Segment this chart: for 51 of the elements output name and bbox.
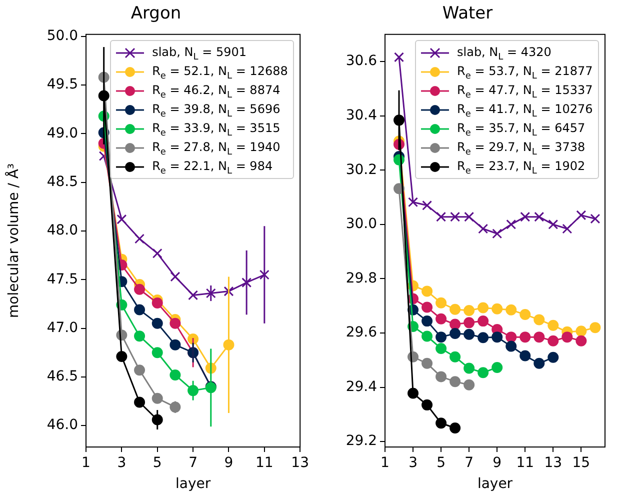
- x-tick-label: 15: [572, 455, 590, 472]
- legend-label: slab, N$_{L}$ = 4320: [457, 44, 552, 63]
- x-tick-label: 5: [436, 455, 446, 472]
- legend-label: R$_{e}$ = 23.7, N$_{L}$ = 1902: [457, 158, 586, 177]
- legend-label: slab, N$_{L}$ = 5901: [152, 44, 246, 63]
- legend-label: R$_{e}$ = 33.9, N$_{L}$ = 3515: [152, 120, 280, 139]
- x-tick-label: 7: [464, 455, 474, 472]
- y-tick-label: 29.2: [346, 433, 377, 450]
- x-tick-label: 9: [224, 455, 234, 472]
- y-tick-label: 30.0: [346, 216, 377, 232]
- y-tick-label: 47.0: [46, 320, 78, 336]
- x-tick-label: 13: [544, 455, 562, 472]
- x-tick-label: 11: [516, 455, 534, 472]
- x-tick-label: 3: [408, 455, 418, 472]
- x-tick-label: 1: [82, 455, 90, 472]
- y-tick-label: 49.5: [46, 76, 78, 93]
- legend-label: R$_{e}$ = 29.7, N$_{L}$ = 3738: [457, 139, 586, 158]
- legend-label: R$_{e}$ = 52.1, N$_{L}$ = 12688: [152, 63, 288, 82]
- x-tick-label: 1: [380, 455, 390, 472]
- x-axis-title: layer: [175, 476, 211, 492]
- chart-title: Argon: [130, 4, 182, 24]
- x-tick-label: 13: [291, 455, 310, 472]
- x-tick-label: 7: [188, 455, 198, 472]
- y-tick-label: 46.0: [46, 417, 78, 434]
- legend-label: R$_{e}$ = 39.8, N$_{L}$ = 5696: [152, 101, 280, 120]
- legend-label: R$_{e}$ = 27.8, N$_{L}$ = 1940: [152, 139, 280, 158]
- y-tick-label: 50.0: [46, 28, 78, 44]
- x-tick-label: 3: [117, 455, 126, 472]
- y-axis-title: molecular volume / Å³: [5, 163, 22, 318]
- legend-label: R$_{e}$ = 41.7, N$_{L}$ = 10276: [457, 101, 593, 120]
- x-tick-label: 9: [492, 455, 502, 472]
- legend-label: R$_{e}$ = 47.7, N$_{L}$ = 15337: [457, 82, 593, 101]
- legend-label: R$_{e}$ = 22.1, N$_{L}$ = 984: [152, 158, 273, 177]
- y-tick-label: 29.8: [346, 270, 377, 286]
- y-tick-label: 29.4: [346, 378, 378, 395]
- legend-label: R$_{e}$ = 35.7, N$_{L}$ = 6457: [457, 120, 586, 139]
- y-tick-label: 46.5: [46, 368, 78, 385]
- y-tick-label: 30.6: [346, 53, 378, 70]
- y-tick-label: 29.6: [346, 324, 378, 341]
- y-tick-label: 30.4: [346, 107, 378, 124]
- y-tick-label: 48.5: [46, 174, 78, 190]
- legend-label: R$_{e}$ = 46.2, N$_{L}$ = 8874: [152, 82, 280, 101]
- y-tick-label: 49.0: [46, 125, 78, 142]
- x-tick-label: 5: [152, 455, 162, 472]
- y-tick-label: 30.2: [346, 162, 377, 178]
- chart-title: Water: [442, 4, 493, 24]
- y-tick-label: 48.0: [46, 222, 78, 239]
- legend-label: R$_{e}$ = 53.7, N$_{L}$ = 21877: [457, 63, 593, 82]
- x-axis-title: layer: [477, 476, 513, 492]
- y-tick-label: 47.5: [46, 271, 78, 288]
- x-tick-label: 11: [255, 455, 274, 472]
